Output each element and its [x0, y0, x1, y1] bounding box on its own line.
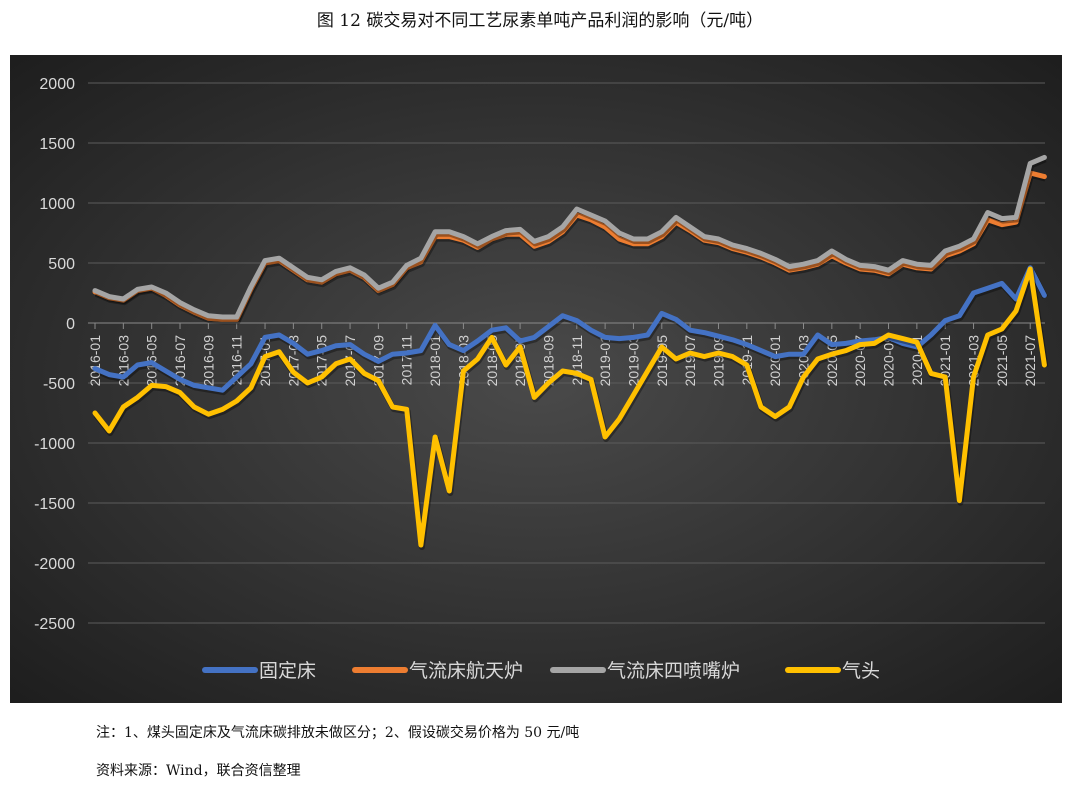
legend-label: 固定床	[259, 660, 316, 682]
series-2	[92, 154, 1047, 322]
y-tick-label: 1500	[39, 136, 75, 153]
x-tick-label: 2021-03	[966, 335, 982, 387]
legend-item[interactable]: 固定床	[202, 660, 316, 682]
legend-item[interactable]: 气流床四喷嘴炉	[550, 660, 740, 682]
x-tick-label: 2018-01	[427, 335, 443, 387]
legend-item[interactable]: 气头	[785, 660, 880, 682]
x-tick-label: 2020-09	[881, 335, 897, 387]
x-tick-label: 2020-01	[767, 335, 783, 387]
x-tick-label: 2021-05	[994, 335, 1010, 387]
y-tick-label: -2000	[34, 556, 75, 573]
x-tick-label: 2016-09	[200, 335, 216, 387]
x-tick-label: 2017-11	[399, 335, 415, 386]
x-tick-label: 2019-07	[682, 335, 698, 387]
y-tick-label: -1000	[34, 436, 75, 453]
source-note: 资料来源：Wind，联合资信整理	[96, 763, 301, 779]
legend-label: 气流床航天炉	[409, 660, 523, 682]
chart-background	[10, 55, 1062, 703]
x-tick-label: 2016-07	[172, 335, 188, 387]
y-tick-label: -2500	[34, 616, 75, 633]
legend-label: 气流床四喷嘴炉	[607, 660, 740, 682]
x-tick-label: 2018-07	[512, 335, 528, 387]
x-tick-label: 2016-01	[87, 335, 103, 387]
y-tick-label: -500	[43, 376, 75, 393]
legend-label: 气头	[842, 660, 880, 682]
x-tick-label: 2020-05	[824, 335, 840, 387]
series-line	[92, 154, 1047, 320]
y-tick-label: 500	[48, 256, 75, 273]
legend-item[interactable]: 气流床航天炉	[352, 660, 523, 682]
x-tick-label: 2019-01	[597, 335, 613, 387]
y-tick-label: 0	[66, 316, 75, 333]
y-tick-label: 2000	[39, 76, 75, 93]
y-tick-label: -1500	[34, 496, 75, 513]
x-tick-label: 2019-03	[625, 335, 641, 387]
x-tick-label: 2021-07	[1022, 335, 1038, 387]
series-3	[92, 266, 1049, 550]
footnote: 注：1、煤头固定床及气流床碳排放未做区分；2、假设碳交易价格为 50 元/吨	[96, 725, 580, 741]
series-line	[92, 266, 1047, 548]
x-tick-label: 2018-09	[540, 335, 556, 387]
figure-title: 图 12 碳交易对不同工艺尿素单吨产品利润的影响（元/吨）	[316, 11, 764, 31]
x-tick-label: 2019-09	[710, 335, 726, 387]
y-tick-label: 1000	[39, 196, 75, 213]
